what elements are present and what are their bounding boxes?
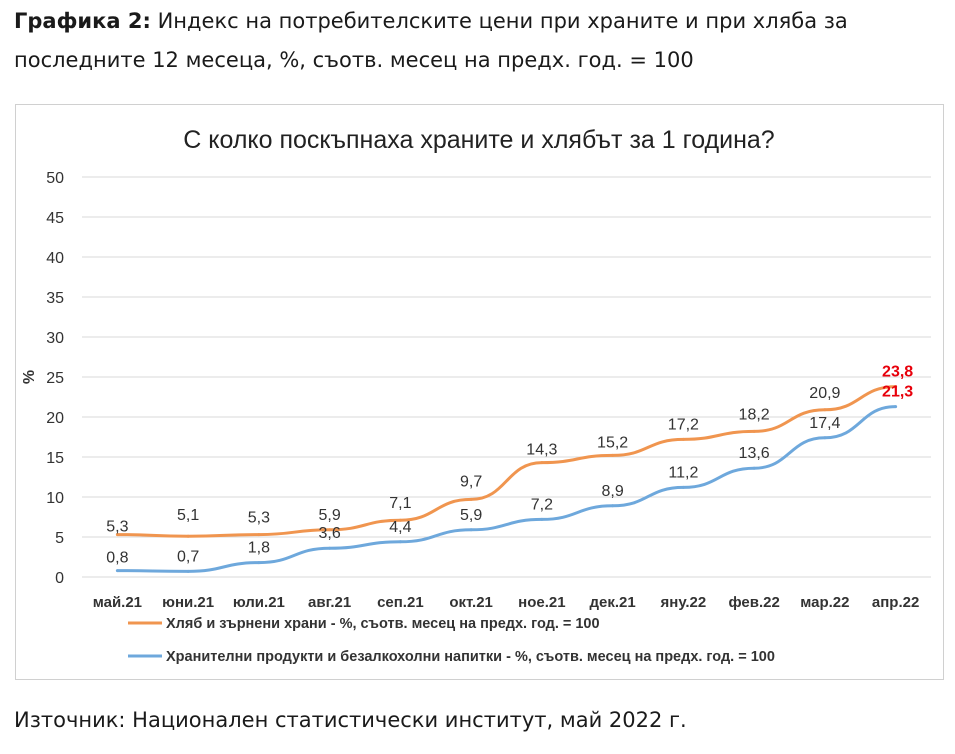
x-tick-label: апр.22 — [872, 594, 919, 611]
data-label: 5,9 — [319, 507, 341, 524]
x-tick-label: дек.21 — [590, 594, 636, 611]
data-point — [894, 385, 898, 389]
data-point — [398, 518, 402, 522]
data-point — [115, 533, 119, 537]
x-tick-label: окт.21 — [449, 594, 493, 611]
data-label: 5,3 — [248, 510, 270, 527]
data-point — [328, 546, 332, 550]
data-label: 11,2 — [668, 464, 698, 481]
data-point — [257, 533, 261, 537]
data-point — [398, 540, 402, 544]
data-label: 9,7 — [460, 473, 482, 490]
data-label: 23,8 — [882, 364, 913, 381]
data-point — [186, 534, 190, 538]
data-point — [752, 466, 756, 470]
data-point — [540, 461, 544, 465]
data-point — [681, 437, 685, 441]
data-label: 14,3 — [526, 442, 557, 459]
data-point — [611, 504, 615, 508]
data-point — [328, 528, 332, 532]
y-tick-label: 40 — [46, 250, 64, 267]
data-label: 18,2 — [739, 406, 770, 423]
data-label: 3,6 — [319, 525, 341, 542]
data-point — [823, 436, 827, 440]
data-label: 15,2 — [597, 434, 628, 451]
data-point — [469, 497, 473, 501]
y-tick-label: 10 — [46, 490, 64, 507]
y-tick-label: 15 — [46, 450, 64, 467]
chart-container: С колко поскъпнаха храните и хлябът за 1… — [15, 104, 944, 680]
data-label: 5,9 — [460, 507, 482, 524]
data-label: 5,1 — [177, 507, 199, 524]
data-point — [257, 561, 261, 565]
y-tick-label: 45 — [46, 210, 64, 227]
x-tick-label: сеп.21 — [377, 594, 424, 611]
data-label: 4,4 — [389, 519, 411, 536]
x-tick-label: май.21 — [93, 594, 142, 611]
y-tick-label: 50 — [46, 170, 64, 187]
y-tick-label: 0 — [55, 570, 64, 587]
y-tick-label: 30 — [46, 330, 64, 347]
x-tick-label: яну.22 — [661, 594, 707, 611]
data-label: 21,3 — [882, 384, 913, 401]
data-point — [894, 405, 898, 409]
legend-label-2: Хранителни продукти и безалкохолни напит… — [166, 649, 775, 665]
y-tick-label: 35 — [46, 290, 64, 307]
data-label: 7,2 — [531, 496, 553, 513]
figure-caption-text: Индекс на потребителските цени при храни… — [14, 9, 848, 72]
figure-caption: Графика 2: Индекс на потребителските цен… — [14, 2, 944, 80]
y-tick-label: 5 — [55, 530, 64, 547]
data-point — [681, 485, 685, 489]
data-point — [752, 429, 756, 433]
data-label: 0,8 — [106, 550, 128, 567]
y-tick-label: 20 — [46, 410, 64, 427]
data-label: 13,6 — [739, 445, 770, 462]
x-tick-label: юли.21 — [233, 594, 285, 611]
y-axis-label: % — [21, 370, 38, 384]
data-label: 8,9 — [602, 483, 624, 500]
y-tick-label: 25 — [46, 370, 64, 387]
data-label: 20,9 — [809, 385, 840, 402]
figure-caption-label: Графика 2: — [14, 9, 151, 33]
legend-label-1: Хляб и зърнени храни - %, съотв. месец н… — [166, 616, 600, 632]
source-note: Източник: Национален статистически инсти… — [14, 708, 687, 732]
data-label: 7,1 — [389, 495, 411, 512]
data-label: 5,3 — [106, 519, 128, 536]
x-tick-label: авг.21 — [308, 594, 351, 611]
data-point — [823, 408, 827, 412]
data-point — [469, 528, 473, 532]
data-point — [115, 569, 119, 573]
x-tick-label: ное.21 — [518, 594, 565, 611]
x-tick-label: мар.22 — [800, 594, 849, 611]
data-point — [611, 453, 615, 457]
data-point — [186, 569, 190, 573]
data-label: 17,4 — [809, 415, 840, 432]
series-line-2 — [117, 405, 896, 573]
data-label: 17,2 — [668, 416, 699, 433]
data-label: 0,7 — [177, 548, 199, 565]
x-tick-label: юни.21 — [162, 594, 214, 611]
data-label: 1,8 — [248, 540, 270, 557]
x-tick-label: фев.22 — [728, 594, 779, 611]
data-point — [540, 517, 544, 521]
chart-title: С колко поскъпнаха храните и хлябът за 1… — [183, 126, 774, 154]
line-chart: С колко поскъпнаха храните и хлябът за 1… — [21, 126, 931, 665]
